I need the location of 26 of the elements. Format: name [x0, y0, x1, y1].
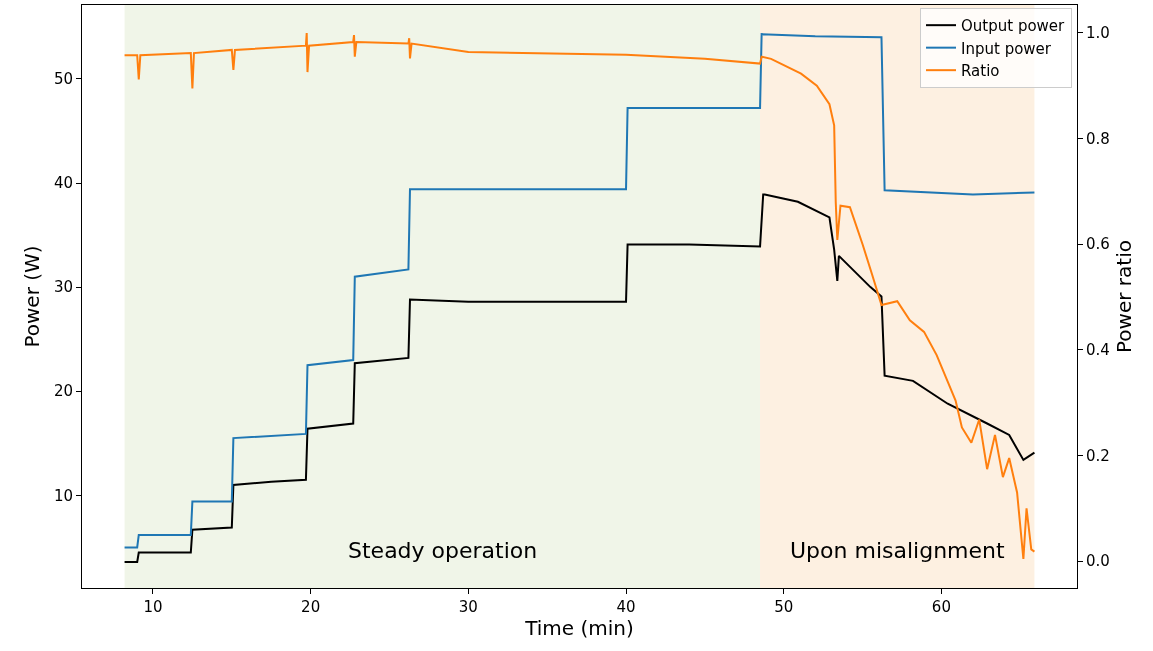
x-tick-label: 20	[301, 598, 321, 616]
x-tick-label: 40	[616, 598, 636, 616]
y-tick-label: 50	[53, 70, 73, 89]
x-tick-label: 50	[774, 598, 794, 616]
legend-label: Ratio	[961, 62, 1000, 81]
x-tick-label: 60	[931, 598, 951, 616]
y2-tick-label: 0.6	[1086, 235, 1110, 254]
y-tick-label: 20	[53, 382, 73, 401]
y2-tick-label: 0.0	[1086, 552, 1110, 571]
y2-axis-title: Power ratio	[1112, 240, 1137, 353]
x-axis-title: Time (min)	[524, 616, 634, 640]
y-tick-label: 40	[53, 174, 73, 193]
y2-tick-label: 0.8	[1086, 129, 1110, 148]
x-tick-label: 30	[458, 598, 478, 616]
y-axis-title: Power (W)	[20, 245, 45, 348]
y2-tick-label: 0.4	[1086, 341, 1110, 360]
legend-label: Output power	[961, 17, 1066, 36]
y2-tick-label: 1.0	[1086, 24, 1110, 43]
legend-label: Input power	[961, 39, 1052, 58]
band-label: Steady operation	[348, 538, 538, 563]
line-series	[123, 193, 1036, 563]
y-tick-label: 10	[53, 486, 73, 505]
y-tick-label: 30	[53, 278, 73, 297]
x-tick-label: 10	[143, 598, 163, 616]
band-label: Upon misalignment	[790, 538, 1005, 563]
y2-tick-label: 0.2	[1086, 446, 1110, 465]
